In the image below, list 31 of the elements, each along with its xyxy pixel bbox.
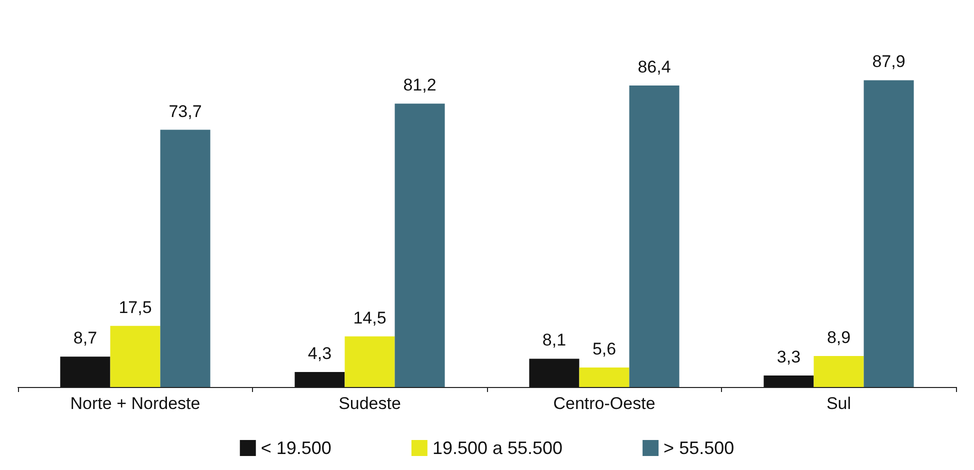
bar	[60, 356, 110, 387]
bar	[344, 336, 395, 387]
bar	[110, 326, 160, 387]
bar	[814, 356, 864, 387]
data-label: 14,5	[353, 308, 386, 328]
bar	[294, 372, 345, 387]
data-label: 5,6	[592, 339, 616, 358]
data-label: 73,7	[168, 102, 202, 121]
bar	[864, 80, 914, 387]
bar	[629, 85, 680, 387]
legend-label: < 19.500	[260, 438, 332, 458]
x-tick-label: Centro-Oeste	[553, 394, 656, 413]
legend-label: 19.500 a 55.500	[432, 438, 563, 458]
bar	[160, 130, 210, 387]
data-label: 8,9	[826, 328, 851, 347]
legend-label: > 55.500	[664, 438, 734, 458]
data-label: 8,7	[73, 328, 98, 348]
x-tick-label: Sudeste	[338, 394, 401, 413]
bar	[529, 358, 580, 387]
x-tick-label: Norte + Nordeste	[70, 394, 200, 413]
data-label: 3,3	[776, 347, 801, 366]
bar	[394, 104, 445, 387]
data-label: 86,4	[638, 57, 671, 76]
data-label: 17,5	[118, 298, 152, 317]
bar	[579, 367, 630, 387]
data-label: 8,1	[542, 330, 566, 350]
data-label: 87,9	[872, 52, 906, 72]
bar	[764, 375, 814, 387]
data-label: 81,2	[403, 76, 436, 95]
data-label: 4,3	[308, 344, 332, 363]
x-tick-label: Sul	[826, 394, 852, 413]
